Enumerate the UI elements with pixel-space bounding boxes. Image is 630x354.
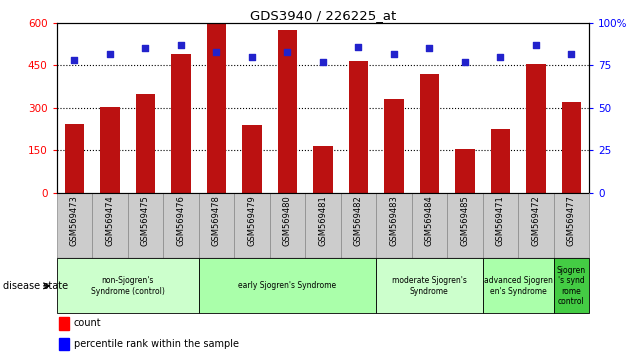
Bar — [554, 193, 589, 258]
Bar — [270, 193, 305, 258]
Text: early Sjogren's Syndrome: early Sjogren's Syndrome — [238, 281, 336, 290]
Point — [530, 42, 541, 48]
Text: count: count — [74, 319, 101, 329]
Text: disease state: disease state — [3, 281, 68, 291]
Point — [176, 42, 186, 48]
Bar — [92, 193, 128, 258]
Text: Sjogren
's synd
rome
control: Sjogren 's synd rome control — [557, 266, 586, 306]
Text: GSM569480: GSM569480 — [283, 195, 292, 246]
Bar — [518, 193, 554, 258]
Bar — [554, 258, 589, 313]
Title: GDS3940 / 226225_at: GDS3940 / 226225_at — [249, 9, 396, 22]
Bar — [207, 24, 226, 193]
Text: GSM569481: GSM569481 — [318, 195, 328, 246]
Text: GSM569478: GSM569478 — [212, 195, 221, 246]
Bar — [384, 99, 404, 193]
Bar — [171, 54, 191, 193]
Text: GSM569474: GSM569474 — [105, 195, 115, 246]
Text: GSM569476: GSM569476 — [176, 195, 185, 246]
Bar — [100, 107, 120, 193]
Point — [318, 59, 328, 65]
Point — [282, 49, 292, 55]
Text: GSM569482: GSM569482 — [354, 195, 363, 246]
Bar — [455, 149, 474, 193]
Bar — [447, 193, 483, 258]
Text: advanced Sjogren
en's Syndrome: advanced Sjogren en's Syndrome — [484, 276, 553, 296]
Text: GSM569484: GSM569484 — [425, 195, 434, 246]
Point — [212, 49, 222, 55]
Bar — [57, 258, 198, 313]
Bar — [305, 193, 341, 258]
Bar — [198, 258, 376, 313]
Text: GSM569485: GSM569485 — [461, 195, 469, 246]
Point — [460, 59, 470, 65]
Bar — [348, 61, 368, 193]
Bar — [491, 129, 510, 193]
Bar — [128, 193, 163, 258]
Bar — [526, 64, 546, 193]
Point — [425, 46, 435, 51]
Text: moderate Sjogren's
Syndrome: moderate Sjogren's Syndrome — [392, 276, 467, 296]
Bar — [420, 74, 439, 193]
Point — [105, 51, 115, 56]
Bar — [376, 258, 483, 313]
Bar — [561, 102, 581, 193]
Text: GSM569479: GSM569479 — [248, 195, 256, 246]
Point — [389, 51, 399, 56]
Bar — [341, 193, 376, 258]
Text: GSM569483: GSM569483 — [389, 195, 398, 246]
Bar — [163, 193, 198, 258]
Point — [566, 51, 576, 56]
Point — [353, 44, 364, 50]
Bar — [198, 193, 234, 258]
Bar — [278, 30, 297, 193]
Bar — [65, 124, 84, 193]
Bar — [59, 318, 69, 330]
Bar — [242, 125, 261, 193]
Bar — [59, 338, 69, 350]
Bar — [135, 94, 155, 193]
Text: non-Sjogren's
Syndrome (control): non-Sjogren's Syndrome (control) — [91, 276, 164, 296]
Bar — [376, 193, 411, 258]
Point — [495, 54, 505, 60]
Text: GSM569471: GSM569471 — [496, 195, 505, 246]
Text: percentile rank within the sample: percentile rank within the sample — [74, 339, 239, 349]
Point — [69, 58, 79, 63]
Text: GSM569477: GSM569477 — [567, 195, 576, 246]
Bar — [411, 193, 447, 258]
Bar — [313, 146, 333, 193]
Bar — [483, 193, 518, 258]
Text: GSM569472: GSM569472 — [531, 195, 541, 246]
Point — [140, 46, 151, 51]
Bar — [483, 258, 554, 313]
Text: GSM569473: GSM569473 — [70, 195, 79, 246]
Bar — [234, 193, 270, 258]
Text: GSM569475: GSM569475 — [141, 195, 150, 246]
Point — [247, 54, 257, 60]
Bar — [57, 193, 92, 258]
